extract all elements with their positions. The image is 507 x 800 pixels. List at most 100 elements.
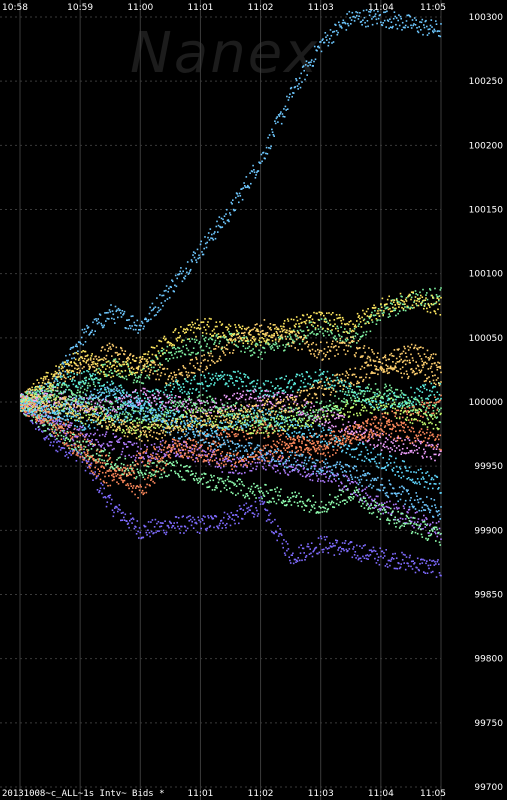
series-point bbox=[258, 387, 260, 389]
series-point bbox=[51, 388, 54, 391]
series-point bbox=[382, 557, 384, 559]
series-point bbox=[265, 423, 267, 426]
series-point bbox=[80, 381, 82, 384]
series-point bbox=[221, 226, 224, 228]
series-point bbox=[108, 392, 111, 394]
series-point bbox=[259, 503, 262, 505]
series-point bbox=[204, 528, 207, 530]
series-point bbox=[124, 455, 127, 457]
series-point bbox=[307, 543, 309, 545]
series-point bbox=[382, 314, 384, 316]
series-point bbox=[231, 203, 233, 205]
series-point bbox=[170, 342, 172, 345]
series-point bbox=[296, 329, 299, 332]
series-point bbox=[335, 379, 337, 382]
series-point bbox=[378, 563, 381, 566]
series-point bbox=[373, 409, 375, 411]
series-point bbox=[399, 353, 402, 355]
series-point bbox=[244, 471, 246, 474]
series-point bbox=[153, 307, 155, 310]
series-point bbox=[349, 411, 351, 413]
series-point bbox=[405, 20, 408, 22]
series-point bbox=[217, 360, 219, 362]
series-point bbox=[62, 424, 64, 426]
series-point bbox=[385, 549, 387, 551]
series-point bbox=[223, 425, 226, 428]
series-point bbox=[409, 15, 411, 18]
series-point bbox=[69, 422, 72, 424]
series-point bbox=[241, 518, 244, 520]
series-point bbox=[345, 386, 348, 388]
series-point bbox=[307, 419, 310, 422]
series-point bbox=[362, 334, 364, 337]
series-point bbox=[105, 320, 107, 322]
series-point bbox=[44, 397, 47, 400]
series-point bbox=[153, 482, 156, 484]
series-point bbox=[192, 527, 195, 529]
series-point bbox=[136, 422, 139, 424]
series-point bbox=[249, 469, 251, 472]
series-point bbox=[44, 390, 46, 393]
series-point bbox=[426, 402, 428, 404]
series-point bbox=[46, 393, 48, 396]
series-point bbox=[348, 332, 351, 334]
series-point bbox=[120, 437, 122, 439]
series-point bbox=[241, 385, 244, 388]
series-point bbox=[268, 327, 271, 330]
series-point bbox=[320, 311, 323, 314]
series-point bbox=[332, 336, 335, 339]
series-point bbox=[63, 423, 66, 425]
series-point bbox=[369, 554, 372, 556]
series-point bbox=[150, 364, 152, 366]
series-point bbox=[428, 407, 430, 409]
series-point bbox=[159, 355, 162, 357]
series-point bbox=[435, 532, 437, 535]
series-point bbox=[202, 253, 205, 256]
series-point bbox=[354, 392, 357, 394]
series-point bbox=[138, 486, 140, 488]
series-point bbox=[213, 343, 215, 345]
series-point bbox=[313, 45, 316, 48]
series-point bbox=[269, 147, 272, 150]
series-point bbox=[211, 454, 213, 456]
series-point bbox=[329, 542, 331, 544]
series-point bbox=[91, 443, 93, 445]
series-point bbox=[108, 458, 111, 460]
series-point bbox=[374, 368, 377, 371]
series-point bbox=[376, 406, 378, 408]
series-point bbox=[325, 476, 327, 478]
series-point bbox=[165, 423, 168, 425]
series-point bbox=[356, 412, 358, 415]
series-point bbox=[386, 422, 388, 425]
series-point bbox=[238, 522, 240, 525]
series-point bbox=[184, 328, 187, 331]
series-point bbox=[175, 454, 178, 457]
series-point bbox=[32, 422, 34, 425]
series-point bbox=[72, 393, 75, 395]
series-point bbox=[417, 31, 420, 34]
series-point bbox=[98, 491, 100, 494]
series-point bbox=[295, 335, 297, 337]
series-point bbox=[189, 329, 192, 331]
series-point bbox=[354, 335, 357, 337]
series-point bbox=[92, 381, 95, 383]
series-point bbox=[180, 326, 182, 328]
series-point bbox=[377, 310, 379, 312]
series-point bbox=[244, 331, 246, 334]
series-point bbox=[368, 401, 370, 403]
series-point bbox=[244, 347, 247, 350]
series-point bbox=[346, 322, 348, 325]
series-point bbox=[387, 316, 390, 318]
series-point bbox=[265, 380, 267, 382]
series-point bbox=[368, 435, 370, 438]
series-point bbox=[254, 338, 257, 340]
series-point bbox=[204, 236, 206, 238]
series-point bbox=[43, 392, 45, 394]
series-point bbox=[220, 376, 223, 379]
series-point bbox=[247, 342, 249, 345]
series-point bbox=[347, 345, 350, 347]
series-point bbox=[234, 209, 236, 211]
series-point bbox=[367, 25, 369, 28]
series-point bbox=[191, 451, 193, 454]
series-point bbox=[93, 378, 96, 380]
